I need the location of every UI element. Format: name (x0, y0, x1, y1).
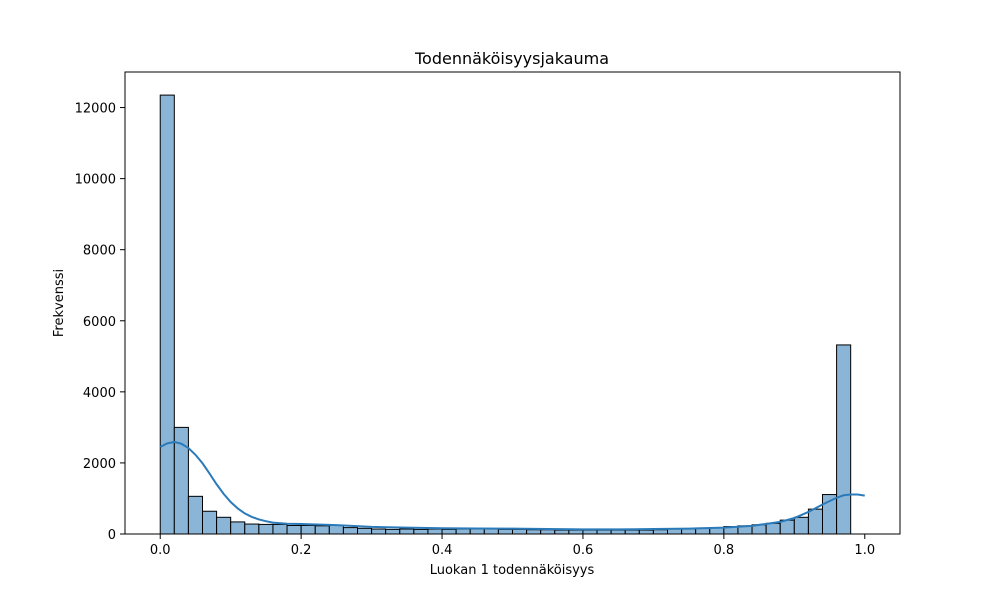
histogram-bar (202, 510, 218, 535)
histogram-bar (314, 525, 330, 535)
histogram-bar (652, 529, 669, 535)
histogram-bar (371, 528, 387, 535)
histogram-bar (187, 495, 203, 535)
histogram-bar (357, 527, 373, 535)
histogram-bar (230, 521, 246, 535)
histogram-bar (807, 508, 824, 535)
histogram-bar (568, 529, 584, 535)
chart-title: Todennäköisyysjakauma (414, 49, 609, 68)
histogram-bar (455, 528, 471, 535)
histogram-bar (300, 524, 316, 535)
histogram-bar (526, 529, 542, 535)
x-tick-label: 0.8 (714, 543, 735, 558)
histogram-bar (342, 527, 358, 535)
histogram-bar (497, 528, 513, 535)
histogram-bar (624, 529, 640, 535)
plot-area-frame (124, 71, 901, 535)
histogram-bar (258, 523, 274, 535)
y-tick-label: 10000 (75, 173, 116, 188)
y-tick-label: 2000 (83, 457, 116, 472)
histogram-bar (540, 529, 556, 535)
x-axis: 0.0 0.2 0.4 0.6 0.8 1.0 (150, 534, 875, 558)
y-tick-label: 4000 (83, 386, 116, 401)
histogram-bar (765, 522, 781, 535)
histogram-bar (159, 94, 175, 535)
histogram-bar (413, 528, 429, 535)
histogram-bar (554, 529, 570, 535)
x-tick-label: 0.2 (291, 543, 312, 558)
histogram-bar (244, 523, 260, 535)
y-axis: 0 2000 4000 6000 8000 10000 12000 (75, 102, 125, 543)
x-tick-label: 1.0 (854, 543, 875, 558)
histogram-bar (216, 516, 232, 535)
histogram-bar (582, 529, 598, 535)
x-axis-label: Luokan 1 todennäköisyys (430, 563, 595, 578)
x-tick-label: 0.0 (150, 543, 171, 558)
histogram-bar (286, 524, 302, 535)
histogram-bar (427, 528, 443, 535)
bars-group (159, 94, 852, 535)
histogram-bar (836, 344, 852, 535)
y-tick-label: 8000 (83, 244, 116, 259)
histogram-bar (793, 516, 809, 535)
histogram-bar (483, 528, 499, 535)
y-tick-label: 12000 (75, 102, 116, 117)
kde-line (159, 440, 865, 531)
y-tick-label: 0 (108, 528, 116, 543)
histogram-bar (399, 528, 415, 535)
histogram-bar (512, 528, 528, 535)
histogram-bar (385, 528, 401, 535)
x-tick-label: 0.6 (573, 543, 594, 558)
histogram-bar (681, 528, 697, 535)
histogram-bar (272, 523, 288, 535)
x-tick-label: 0.4 (432, 543, 453, 558)
histogram-bar (441, 528, 457, 535)
histogram-bar (596, 529, 612, 535)
y-axis-label: Frekvenssi (52, 269, 67, 337)
histogram-bar (610, 529, 626, 535)
histogram-bar (638, 529, 654, 535)
histogram-bar (328, 524, 344, 535)
histogram-bar (469, 528, 485, 535)
y-tick-label: 6000 (83, 315, 116, 330)
